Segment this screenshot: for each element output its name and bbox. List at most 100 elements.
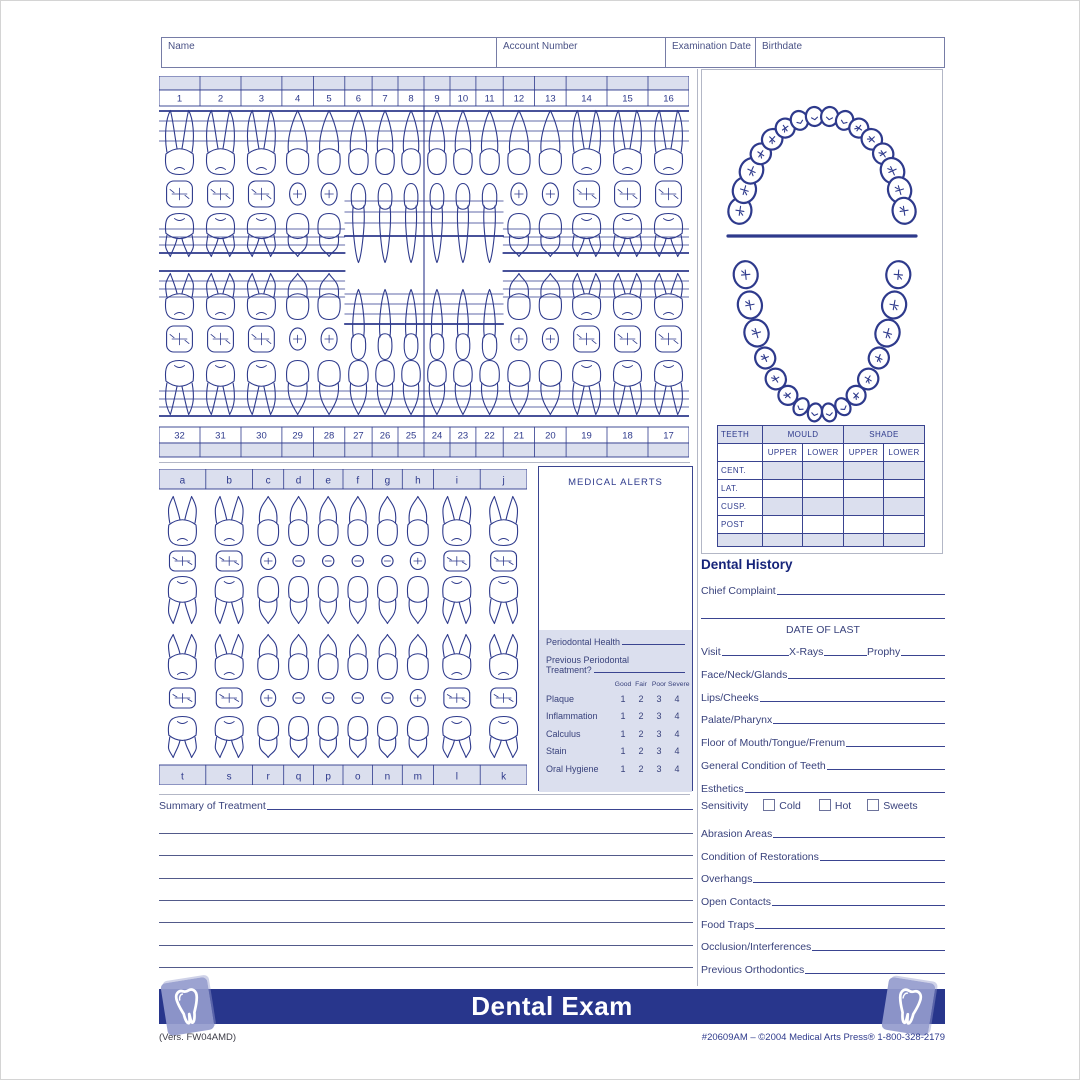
summary-blank-line[interactable] — [159, 922, 693, 924]
tooth-4-lingual[interactable] — [285, 212, 310, 258]
arch-lower-tooth-7[interactable] — [790, 395, 811, 418]
history-blank-line[interactable] — [721, 655, 789, 657]
medical-alerts-write-area[interactable] — [539, 497, 692, 627]
occlusal-view[interactable] — [260, 688, 277, 708]
primary-i[interactable] — [442, 575, 472, 625]
blank-cell[interactable] — [883, 461, 926, 480]
occlusal-view[interactable] — [321, 554, 335, 568]
occlusal-view[interactable] — [655, 325, 682, 353]
tooth-6-lingual[interactable] — [350, 182, 367, 264]
primary-q[interactable] — [288, 715, 310, 759]
tooth-10-lingual[interactable] — [455, 182, 471, 264]
history-blank-line[interactable] — [901, 655, 945, 657]
occlusal-view[interactable] — [166, 180, 193, 208]
primary-o[interactable] — [347, 633, 369, 681]
tooth-7-buccal[interactable] — [375, 109, 395, 176]
primary-b[interactable] — [214, 575, 244, 625]
tooth-11-lingual[interactable] — [481, 182, 498, 264]
scale-value-4[interactable]: 4 — [674, 746, 680, 757]
primary-g[interactable] — [376, 575, 398, 625]
history-blank-line[interactable] — [773, 723, 945, 725]
occlusal-view[interactable] — [168, 550, 196, 572]
checkbox-hot[interactable] — [818, 799, 831, 812]
occlusal-view[interactable] — [351, 691, 365, 705]
primary-r[interactable] — [257, 715, 280, 759]
primary-e[interactable] — [317, 495, 339, 547]
occlusal-view[interactable] — [655, 180, 682, 208]
arch-lower-tooth-12[interactable] — [854, 365, 882, 393]
blank-cell[interactable] — [883, 533, 926, 547]
tooth-11-buccal[interactable] — [479, 109, 500, 176]
occlusal-view[interactable] — [409, 688, 426, 708]
summary-blank-line[interactable] — [159, 855, 693, 857]
blank-cell[interactable] — [843, 461, 885, 480]
scale-value-3[interactable]: 3 — [656, 711, 662, 722]
occlusal-view[interactable] — [215, 550, 243, 572]
tooth-17-lingual[interactable] — [653, 272, 684, 321]
history-blank-line[interactable] — [812, 950, 945, 952]
occlusal-view[interactable] — [320, 327, 338, 351]
blank-cell[interactable] — [801, 479, 845, 498]
arch-lower-tooth-4[interactable] — [752, 344, 779, 371]
occlusal-view[interactable] — [614, 325, 641, 353]
blank-cell[interactable] — [762, 515, 803, 534]
tooth-20-buccal[interactable] — [538, 359, 563, 416]
tooth-30-buccal[interactable] — [246, 359, 276, 416]
blank-cell[interactable] — [843, 497, 885, 516]
tooth-14-lingual[interactable] — [572, 212, 602, 258]
history-blank-line[interactable] — [805, 973, 945, 974]
arch-lower-tooth-2[interactable] — [736, 290, 764, 321]
occlusal-view[interactable] — [443, 687, 471, 709]
tooth-17-buccal[interactable] — [653, 359, 684, 416]
tooth-32-buccal[interactable] — [164, 359, 195, 416]
occlusal-view[interactable] — [614, 180, 641, 208]
primary-t[interactable] — [167, 633, 197, 681]
occlusal-view[interactable] — [260, 551, 277, 571]
field-birthdate[interactable]: Birthdate — [755, 37, 945, 68]
arch-lower-tooth-16[interactable] — [885, 260, 912, 290]
tooth-1-buccal[interactable] — [164, 109, 195, 176]
occlusal-view[interactable] — [510, 327, 528, 351]
tooth-2-lingual[interactable] — [205, 212, 236, 258]
tooth-4-buccal[interactable] — [285, 109, 310, 176]
occlusal-view[interactable] — [292, 691, 305, 705]
primary-d[interactable] — [288, 495, 310, 547]
primary-h[interactable] — [406, 495, 429, 547]
primary-t[interactable] — [167, 715, 197, 759]
tooth-13-buccal[interactable] — [538, 109, 563, 176]
primary-b[interactable] — [214, 495, 244, 547]
tooth-24-buccal[interactable] — [427, 359, 447, 416]
primary-l[interactable] — [442, 633, 472, 681]
scale-value-3[interactable]: 3 — [656, 728, 662, 739]
tooth-18-lingual[interactable] — [612, 272, 643, 321]
blank-cell[interactable] — [801, 497, 845, 516]
blank-cell[interactable] — [843, 479, 885, 498]
occlusal-view[interactable] — [168, 687, 196, 709]
occlusal-view[interactable] — [573, 325, 601, 353]
scale-value-4[interactable]: 4 — [674, 763, 680, 774]
history-blank-line[interactable] — [826, 768, 945, 770]
primary-s[interactable] — [214, 715, 244, 759]
arch-lower-tooth-8[interactable] — [806, 402, 824, 423]
arch-lower-tooth-3[interactable] — [741, 317, 772, 350]
scale-value-2[interactable]: 2 — [638, 711, 644, 722]
arch-lower-tooth-13[interactable] — [866, 344, 893, 371]
history-blank-line[interactable] — [772, 904, 945, 906]
summary-blank-line[interactable] — [159, 944, 693, 946]
blank-cell[interactable] — [762, 479, 803, 498]
tooth-3-lingual[interactable] — [246, 212, 276, 258]
tooth-28-lingual[interactable] — [317, 272, 341, 321]
occlusal-view[interactable] — [573, 180, 601, 208]
tooth-21-lingual[interactable] — [507, 272, 531, 321]
blank-cell[interactable] — [762, 533, 803, 547]
tooth-31-lingual[interactable] — [205, 272, 236, 321]
blank-cell[interactable] — [762, 497, 803, 516]
occlusal-view[interactable] — [409, 551, 426, 571]
tooth-27-buccal[interactable] — [348, 359, 369, 416]
blank-cell[interactable] — [801, 533, 845, 547]
occlusal-view[interactable] — [321, 691, 335, 705]
scale-value-1[interactable]: 1 — [620, 693, 626, 704]
blank-cell[interactable] — [883, 497, 926, 516]
tooth-24-lingual[interactable] — [429, 288, 445, 361]
tooth-22-lingual[interactable] — [481, 288, 498, 361]
